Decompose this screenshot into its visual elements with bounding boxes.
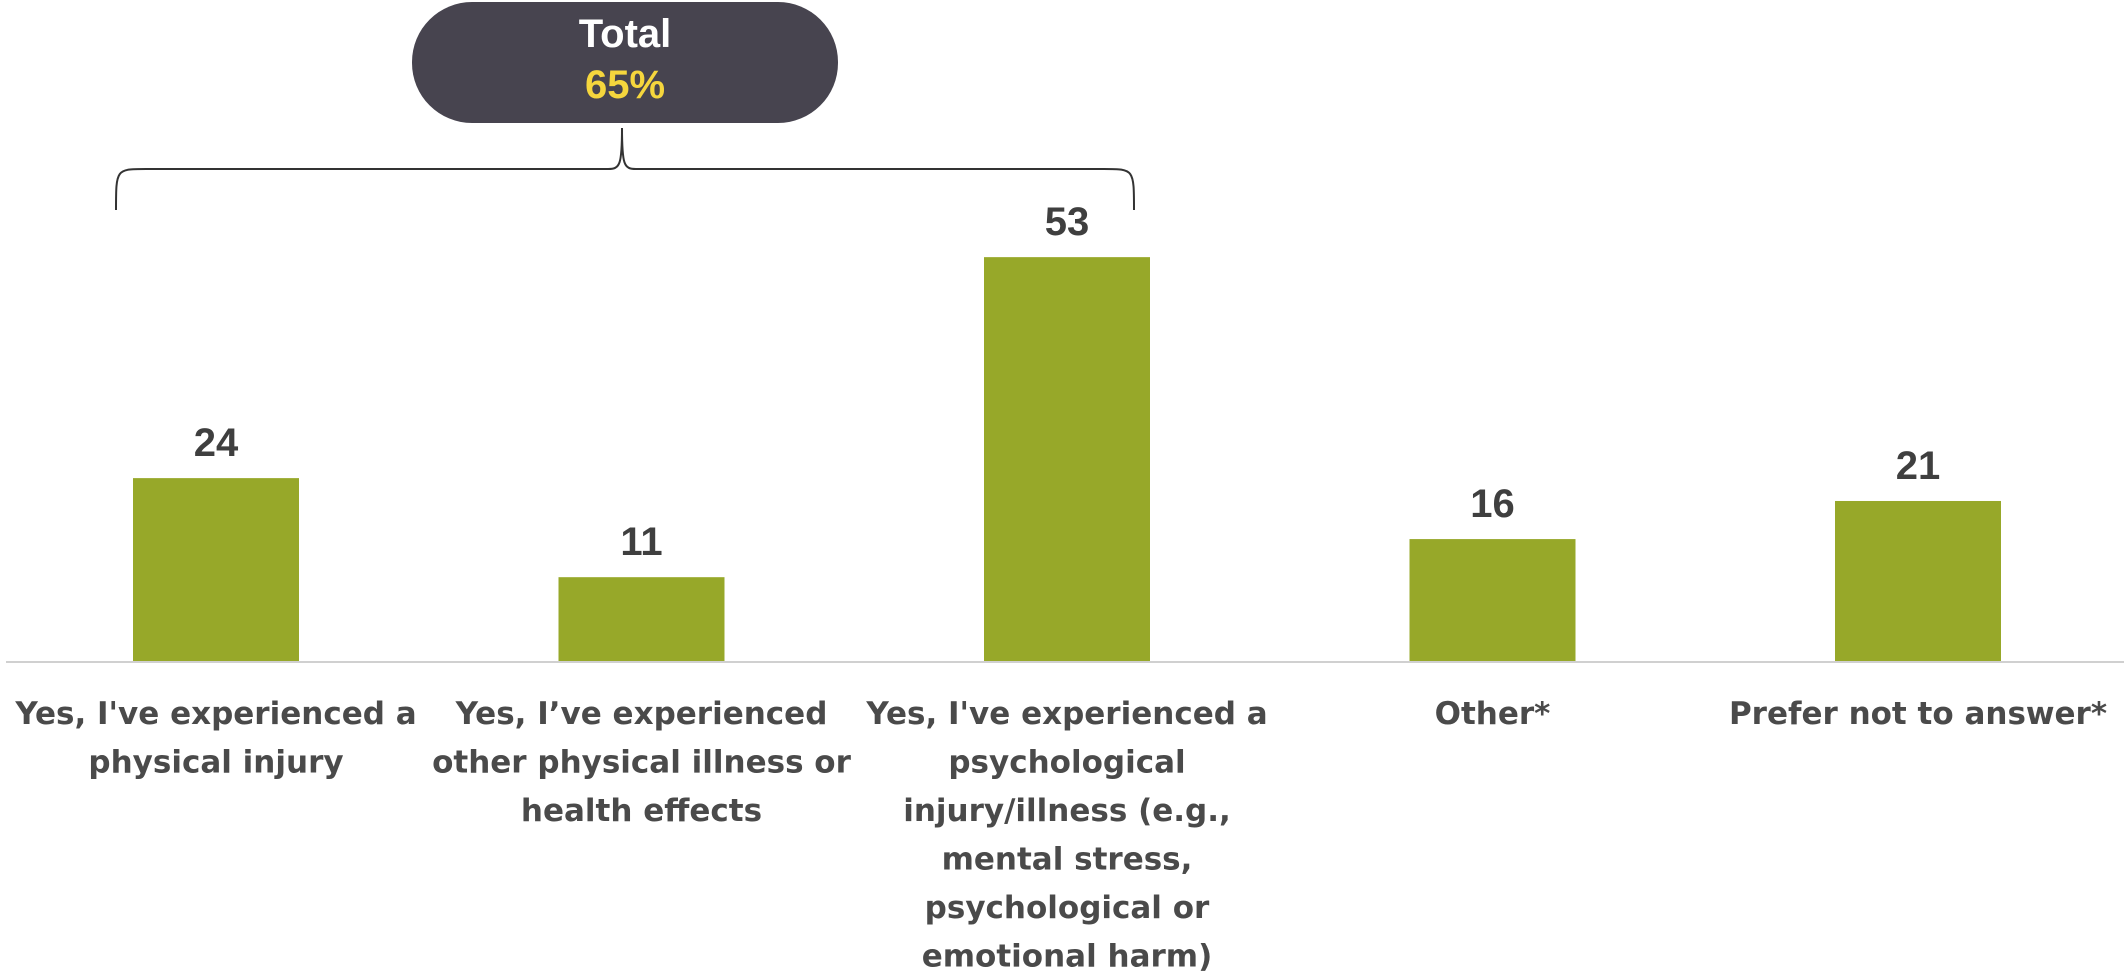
total-bracket: [115, 127, 1135, 211]
total-callout-title: Total: [579, 12, 672, 56]
data-label-3: 53: [1045, 200, 1090, 244]
category-label-4: Other*: [1435, 696, 1551, 732]
category-label-5: Prefer not to answer*: [1729, 696, 2107, 732]
category-label-line: psychological: [948, 745, 1185, 781]
data-label-5: 21: [1896, 444, 1941, 488]
total-callout: Total 65%: [115, 2, 1135, 211]
bar-4: [1409, 539, 1576, 661]
category-label-line: Other*: [1435, 696, 1551, 732]
category-label-line: Yes, I've experienced a: [865, 696, 1267, 732]
bar-3: [984, 257, 1150, 661]
total-callout-box: [412, 2, 838, 123]
category-label-line: emotional harm): [922, 939, 1213, 975]
bars-group: 24 11 53 16 21: [133, 200, 2001, 661]
category-labels: Yes, I've experienced a physical injuryYe…: [14, 696, 2107, 975]
category-label-line: health effects: [521, 793, 762, 829]
category-label-line: psychological or: [925, 890, 1210, 926]
total-callout-value: 65%: [585, 63, 665, 107]
category-label-1: Yes, I've experienced a physical injury: [14, 696, 416, 781]
data-label-4: 16: [1470, 482, 1515, 526]
category-label-line: Prefer not to answer*: [1729, 696, 2107, 732]
category-label-line: other physical illness or: [432, 745, 852, 781]
data-label-2: 11: [620, 520, 662, 564]
bar-5: [1835, 500, 2001, 661]
category-label-line: mental stress,: [942, 842, 1193, 878]
category-label-2: Yes, I’ve experienced other physical illn…: [432, 696, 852, 829]
category-label-line: injury/illness (e.g.,: [903, 793, 1231, 829]
category-label-3: Yes, I've experienced a psychological inju…: [865, 696, 1267, 975]
category-label-line: Yes, I’ve experienced: [455, 696, 828, 732]
category-label-line: Yes, I've experienced a: [14, 696, 416, 732]
data-label-1: 24: [194, 421, 239, 465]
category-label-line: physical injury: [88, 745, 343, 781]
bar-1: [133, 478, 299, 661]
bar-2: [558, 577, 725, 661]
